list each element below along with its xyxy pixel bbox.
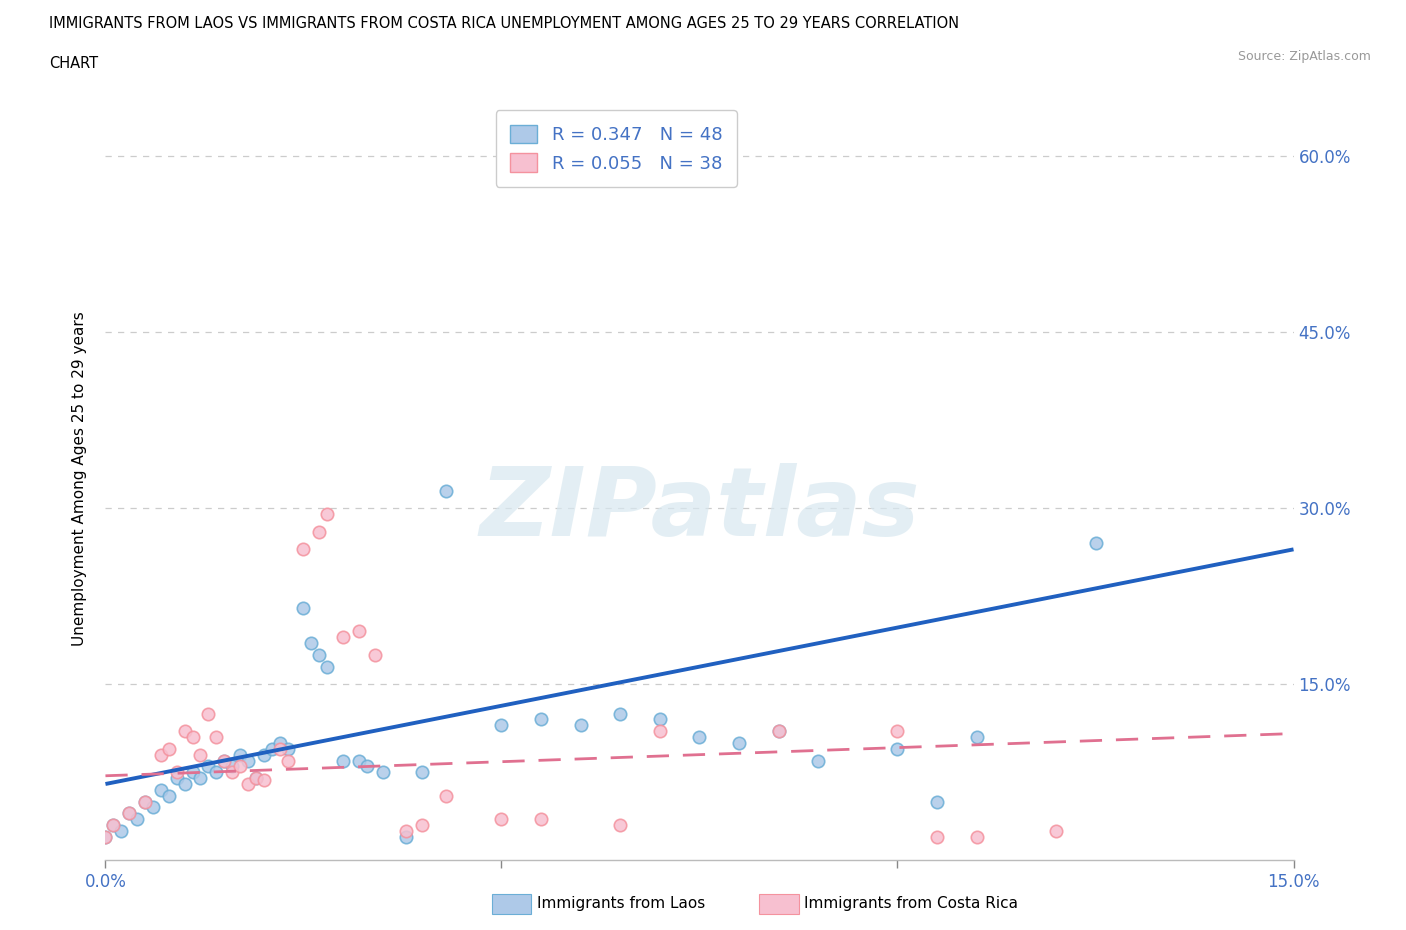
Point xyxy=(245,771,267,786)
Point xyxy=(530,812,553,827)
Point xyxy=(166,764,188,779)
Point xyxy=(118,806,141,821)
Point xyxy=(245,771,267,786)
Point xyxy=(269,741,291,756)
Point xyxy=(886,724,908,738)
Point xyxy=(173,777,195,791)
Point xyxy=(1045,823,1067,838)
Text: Source: ZipAtlas.com: Source: ZipAtlas.com xyxy=(1237,50,1371,63)
Point xyxy=(395,823,418,838)
Point xyxy=(347,753,370,768)
Point xyxy=(197,706,219,721)
Text: CHART: CHART xyxy=(49,56,98,71)
Point xyxy=(214,753,236,768)
Point xyxy=(728,736,751,751)
Point xyxy=(260,741,283,756)
Point xyxy=(197,759,219,774)
Point xyxy=(269,736,291,751)
Point xyxy=(609,706,631,721)
Point xyxy=(807,753,830,768)
Point xyxy=(221,764,243,779)
Point xyxy=(149,747,172,762)
Point xyxy=(299,636,322,651)
Point xyxy=(127,812,149,827)
Point xyxy=(434,789,457,804)
Text: Immigrants from Costa Rica: Immigrants from Costa Rica xyxy=(804,897,1018,911)
Point xyxy=(292,601,315,616)
Point xyxy=(110,823,132,838)
Point xyxy=(491,718,513,733)
Point xyxy=(173,724,195,738)
Point xyxy=(648,724,671,738)
Point xyxy=(609,817,631,832)
Point xyxy=(648,712,671,727)
Point xyxy=(181,730,204,745)
Point xyxy=(134,794,156,809)
Point xyxy=(364,647,387,662)
Text: ZIPatlas: ZIPatlas xyxy=(479,463,920,556)
Point xyxy=(308,525,330,539)
Point xyxy=(190,747,212,762)
Point xyxy=(181,764,204,779)
Text: IMMIGRANTS FROM LAOS VS IMMIGRANTS FROM COSTA RICA UNEMPLOYMENT AMONG AGES 25 TO: IMMIGRANTS FROM LAOS VS IMMIGRANTS FROM … xyxy=(49,16,959,31)
Point xyxy=(229,747,252,762)
Point xyxy=(395,830,418,844)
Point xyxy=(689,730,711,745)
Point xyxy=(118,806,141,821)
Point xyxy=(134,794,156,809)
Point xyxy=(94,830,117,844)
Point xyxy=(768,724,790,738)
Point xyxy=(253,747,276,762)
Point xyxy=(347,624,370,639)
Point xyxy=(214,753,236,768)
Point xyxy=(292,542,315,557)
Point xyxy=(166,771,188,786)
Point xyxy=(316,507,339,522)
Point xyxy=(491,812,513,827)
Point xyxy=(332,753,354,768)
Point xyxy=(205,764,228,779)
Point xyxy=(411,817,433,832)
Point xyxy=(308,647,330,662)
Point xyxy=(925,830,948,844)
Point xyxy=(205,730,228,745)
Point xyxy=(768,724,790,738)
Point xyxy=(149,782,172,797)
Point xyxy=(277,741,299,756)
Point xyxy=(142,800,165,815)
Point xyxy=(94,830,117,844)
Point xyxy=(371,764,394,779)
Point xyxy=(236,777,259,791)
Point xyxy=(277,753,299,768)
Point xyxy=(356,759,378,774)
Point xyxy=(966,730,988,745)
Point xyxy=(221,759,243,774)
Point xyxy=(190,771,212,786)
Point xyxy=(157,741,180,756)
Y-axis label: Unemployment Among Ages 25 to 29 years: Unemployment Among Ages 25 to 29 years xyxy=(72,312,87,646)
Point xyxy=(229,759,252,774)
Point xyxy=(925,794,948,809)
Text: Immigrants from Laos: Immigrants from Laos xyxy=(537,897,706,911)
Point xyxy=(1084,536,1107,551)
Point xyxy=(103,817,125,832)
Point xyxy=(316,659,339,674)
Point xyxy=(236,753,259,768)
Point xyxy=(530,712,553,727)
Point xyxy=(253,773,276,788)
Point xyxy=(434,484,457,498)
Point xyxy=(886,741,908,756)
Point xyxy=(332,630,354,644)
Point xyxy=(569,718,592,733)
Point xyxy=(966,830,988,844)
Point xyxy=(411,764,433,779)
Legend: R = 0.347   N = 48, R = 0.055   N = 38: R = 0.347 N = 48, R = 0.055 N = 38 xyxy=(496,111,737,187)
Point xyxy=(157,789,180,804)
Point xyxy=(103,817,125,832)
